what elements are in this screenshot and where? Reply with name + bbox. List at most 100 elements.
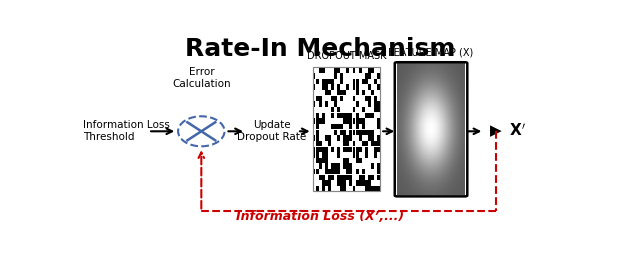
Bar <box>346 146 349 152</box>
Bar <box>365 73 368 79</box>
Bar <box>362 124 364 129</box>
Bar <box>371 129 374 135</box>
Bar <box>377 101 380 107</box>
Text: DROPOUT MASK: DROPOUT MASK <box>306 51 386 61</box>
Bar <box>371 175 374 180</box>
Bar <box>349 124 353 129</box>
Bar <box>343 175 346 180</box>
Bar <box>319 164 321 169</box>
Bar <box>340 73 343 79</box>
Bar <box>322 68 324 73</box>
Bar <box>346 175 349 180</box>
Bar <box>349 146 353 152</box>
Bar <box>328 186 331 191</box>
Bar <box>362 169 364 174</box>
Bar <box>331 124 334 129</box>
Bar <box>349 169 353 174</box>
Bar <box>377 107 380 112</box>
Bar <box>365 141 368 146</box>
Bar <box>346 158 349 163</box>
Bar <box>334 169 337 174</box>
Bar <box>322 79 324 84</box>
Bar <box>353 129 356 135</box>
Bar <box>371 141 374 146</box>
Bar <box>328 175 331 180</box>
Bar <box>359 146 362 152</box>
Bar <box>371 90 374 95</box>
Bar <box>322 158 324 163</box>
Bar <box>346 164 349 169</box>
Bar <box>328 169 331 174</box>
Bar <box>353 118 356 124</box>
Bar <box>337 169 340 174</box>
Bar <box>343 158 346 163</box>
Bar <box>316 79 318 84</box>
Bar <box>377 146 380 152</box>
Bar <box>322 146 324 152</box>
Bar <box>365 152 368 158</box>
Bar <box>368 186 371 191</box>
Text: $\blacktriangleright$ $\mathbf{X^{\prime}}$: $\blacktriangleright$ $\mathbf{X^{\prime… <box>487 122 526 140</box>
Bar <box>316 96 318 101</box>
Bar <box>353 79 356 84</box>
Bar <box>337 180 340 186</box>
Bar <box>346 84 349 90</box>
Bar <box>368 175 371 180</box>
Bar <box>340 113 343 118</box>
Text: Error
Calculation: Error Calculation <box>172 67 231 89</box>
Bar <box>353 68 356 73</box>
Bar <box>331 84 334 90</box>
Bar <box>340 186 343 191</box>
Bar <box>368 84 371 90</box>
Bar <box>346 135 349 141</box>
Bar <box>337 68 340 73</box>
Bar <box>340 96 343 101</box>
Bar <box>374 101 377 107</box>
Bar <box>353 107 356 112</box>
Bar <box>371 135 374 141</box>
Bar <box>313 146 316 152</box>
Bar <box>359 180 362 186</box>
Bar <box>377 135 380 141</box>
Bar <box>368 129 371 135</box>
Bar <box>374 186 377 191</box>
Text: Update
Dropout Rate: Update Dropout Rate <box>237 120 306 142</box>
Bar <box>353 141 356 146</box>
Bar <box>340 180 343 186</box>
Bar <box>325 101 328 107</box>
Bar <box>325 152 328 158</box>
Bar <box>371 164 374 169</box>
Bar <box>359 118 362 124</box>
FancyBboxPatch shape <box>313 67 380 191</box>
Bar <box>353 84 356 90</box>
Bar <box>340 129 343 135</box>
Bar <box>322 152 324 158</box>
Bar <box>368 73 371 79</box>
Bar <box>319 101 321 107</box>
Bar <box>316 113 318 118</box>
Bar <box>325 84 328 90</box>
Bar <box>359 129 362 135</box>
Bar <box>319 68 321 73</box>
Bar <box>356 129 359 135</box>
Bar <box>365 180 368 186</box>
Bar <box>340 90 343 95</box>
Text: Information Loss (X’,...): Information Loss (X’,...) <box>236 210 404 223</box>
Bar <box>325 135 328 141</box>
Bar <box>325 158 328 163</box>
Bar <box>346 68 349 73</box>
Bar <box>356 180 359 186</box>
Bar <box>356 169 359 174</box>
Bar <box>334 124 337 129</box>
Bar <box>325 180 328 186</box>
Bar <box>362 90 364 95</box>
Bar <box>365 113 368 118</box>
Bar <box>374 79 377 84</box>
Bar <box>334 96 337 101</box>
Bar <box>334 68 337 73</box>
Bar <box>374 146 377 152</box>
Bar <box>362 129 364 135</box>
Bar <box>356 118 359 124</box>
Bar <box>377 175 380 180</box>
Bar <box>349 118 353 124</box>
